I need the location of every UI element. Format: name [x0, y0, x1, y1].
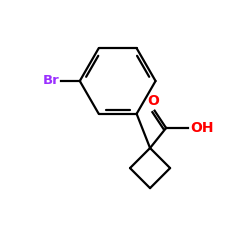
Text: OH: OH [190, 121, 214, 135]
Text: Br: Br [43, 74, 59, 88]
Text: O: O [148, 94, 159, 108]
